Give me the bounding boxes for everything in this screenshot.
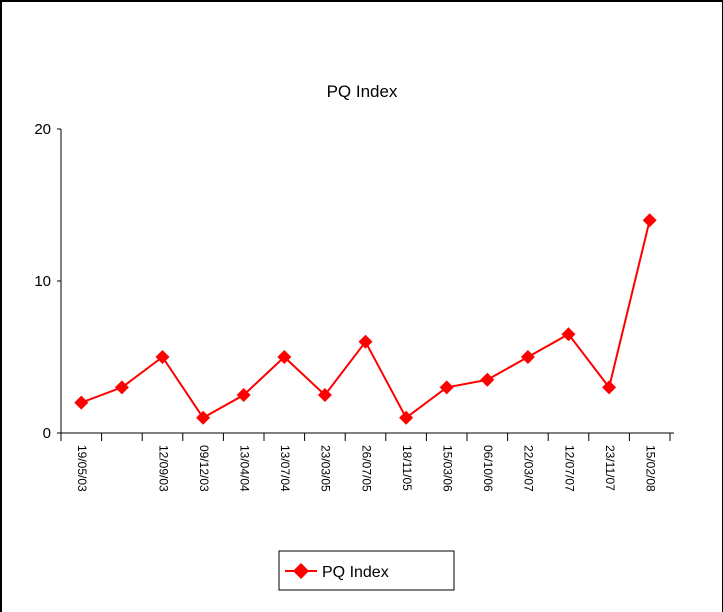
data-point [480, 372, 495, 387]
x-tick-label: 19/05/03 [75, 445, 89, 492]
x-tick-label: 12/09/03 [156, 445, 170, 492]
y-tick-label: 0 [43, 425, 51, 442]
data-point [602, 380, 617, 395]
series-layer [74, 213, 657, 425]
x-tick-label: 15/03/06 [441, 445, 455, 492]
data-point [74, 395, 89, 410]
chart-title: PQ Index [327, 82, 398, 101]
chart-axes: 0 10 20 19/05/03 12/09/03 09/12/03 13/04/04 13/… [34, 121, 674, 492]
x-tick-label: 13/07/04 [278, 445, 292, 492]
data-point [439, 380, 454, 395]
x-tick-label: 12/07/07 [562, 445, 576, 492]
x-tick-label: 13/04/04 [238, 445, 252, 492]
data-point [277, 350, 292, 364]
x-tick-label: 23/11/07 [603, 445, 617, 491]
x-tick-label: 09/12/03 [197, 445, 211, 492]
data-point [317, 388, 332, 402]
y-tick-label: 10 [34, 273, 51, 290]
data-point [236, 388, 251, 402]
x-tick-label: 06/10/06 [481, 445, 495, 492]
data-point [399, 410, 414, 425]
legend-marker [293, 563, 309, 579]
data-point [196, 410, 211, 425]
x-tick-label: 15/02/08 [644, 445, 658, 492]
legend-label: PQ Index [322, 564, 389, 581]
legend: PQ Index [278, 550, 455, 591]
data-point [520, 350, 535, 364]
series-line [80, 219, 651, 420]
y-tick-label: 20 [34, 121, 51, 138]
data-point [155, 350, 170, 364]
x-tick-label: 22/03/07 [522, 445, 536, 492]
data-point [358, 334, 373, 349]
x-tick-label: 26/07/05 [359, 445, 373, 492]
data-point [642, 213, 657, 228]
data-point [561, 327, 576, 342]
x-tick-label: 23/03/05 [319, 445, 333, 492]
x-tick-label: 18/11/05 [400, 445, 414, 491]
data-point [114, 380, 129, 395]
